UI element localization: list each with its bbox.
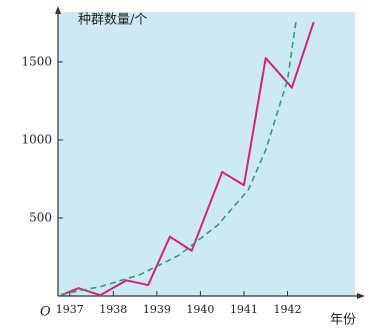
y-tick-label: 500 [29, 210, 52, 224]
x-axis-arrow [357, 293, 365, 299]
y-tick-label: 1500 [21, 54, 52, 68]
x-tick-label: 1942 [274, 303, 302, 316]
plot-background [58, 12, 355, 296]
x-tick-label: 1937 [56, 303, 84, 316]
y-axis-arrow [55, 6, 61, 14]
x-tick-label: 1940 [186, 303, 214, 316]
origin-label: O [40, 305, 51, 320]
series-line [60, 19, 298, 296]
x-axis-label: 年份 [330, 313, 356, 328]
y-tick-label: 1000 [21, 132, 52, 146]
series-line [60, 21, 315, 297]
x-tick-label: 1939 [143, 303, 171, 316]
y-axis-label: 种群数量/个 [78, 13, 147, 28]
x-tick-label: 1938 [99, 303, 127, 316]
x-tick-label: 1941 [230, 303, 258, 316]
